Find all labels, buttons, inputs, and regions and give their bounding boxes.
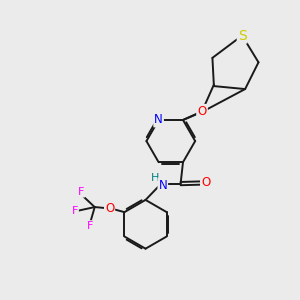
Text: N: N	[154, 113, 163, 127]
Text: H: H	[151, 173, 159, 183]
Text: S: S	[238, 28, 247, 43]
Text: O: O	[197, 105, 207, 118]
Text: O: O	[201, 176, 210, 190]
Text: O: O	[105, 202, 114, 215]
Text: F: F	[72, 206, 78, 216]
Text: O: O	[197, 106, 207, 118]
Text: F: F	[78, 187, 85, 196]
Text: F: F	[87, 221, 93, 231]
Text: N: N	[158, 178, 167, 192]
